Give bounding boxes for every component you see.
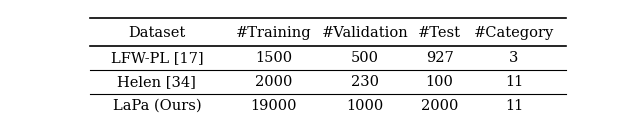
Text: 500: 500 (351, 51, 379, 65)
Text: #Validation: #Validation (322, 26, 408, 40)
Text: 2000: 2000 (255, 75, 292, 89)
Text: 11: 11 (505, 99, 523, 113)
Text: 1000: 1000 (347, 99, 384, 113)
Text: LaPa (Ours): LaPa (Ours) (113, 99, 201, 113)
Text: Dataset: Dataset (128, 26, 186, 40)
Text: Helen [34]: Helen [34] (118, 75, 196, 89)
Text: 2000: 2000 (421, 99, 458, 113)
Text: 3: 3 (509, 51, 518, 65)
Text: #Category: #Category (474, 26, 554, 40)
Text: #Test: #Test (418, 26, 461, 40)
Text: 19000: 19000 (250, 99, 297, 113)
Text: LFW-PL [17]: LFW-PL [17] (111, 51, 203, 65)
Text: 927: 927 (426, 51, 454, 65)
Text: 1500: 1500 (255, 51, 292, 65)
Text: 11: 11 (505, 75, 523, 89)
Text: #Training: #Training (236, 26, 311, 40)
Text: 100: 100 (426, 75, 454, 89)
Text: 230: 230 (351, 75, 379, 89)
